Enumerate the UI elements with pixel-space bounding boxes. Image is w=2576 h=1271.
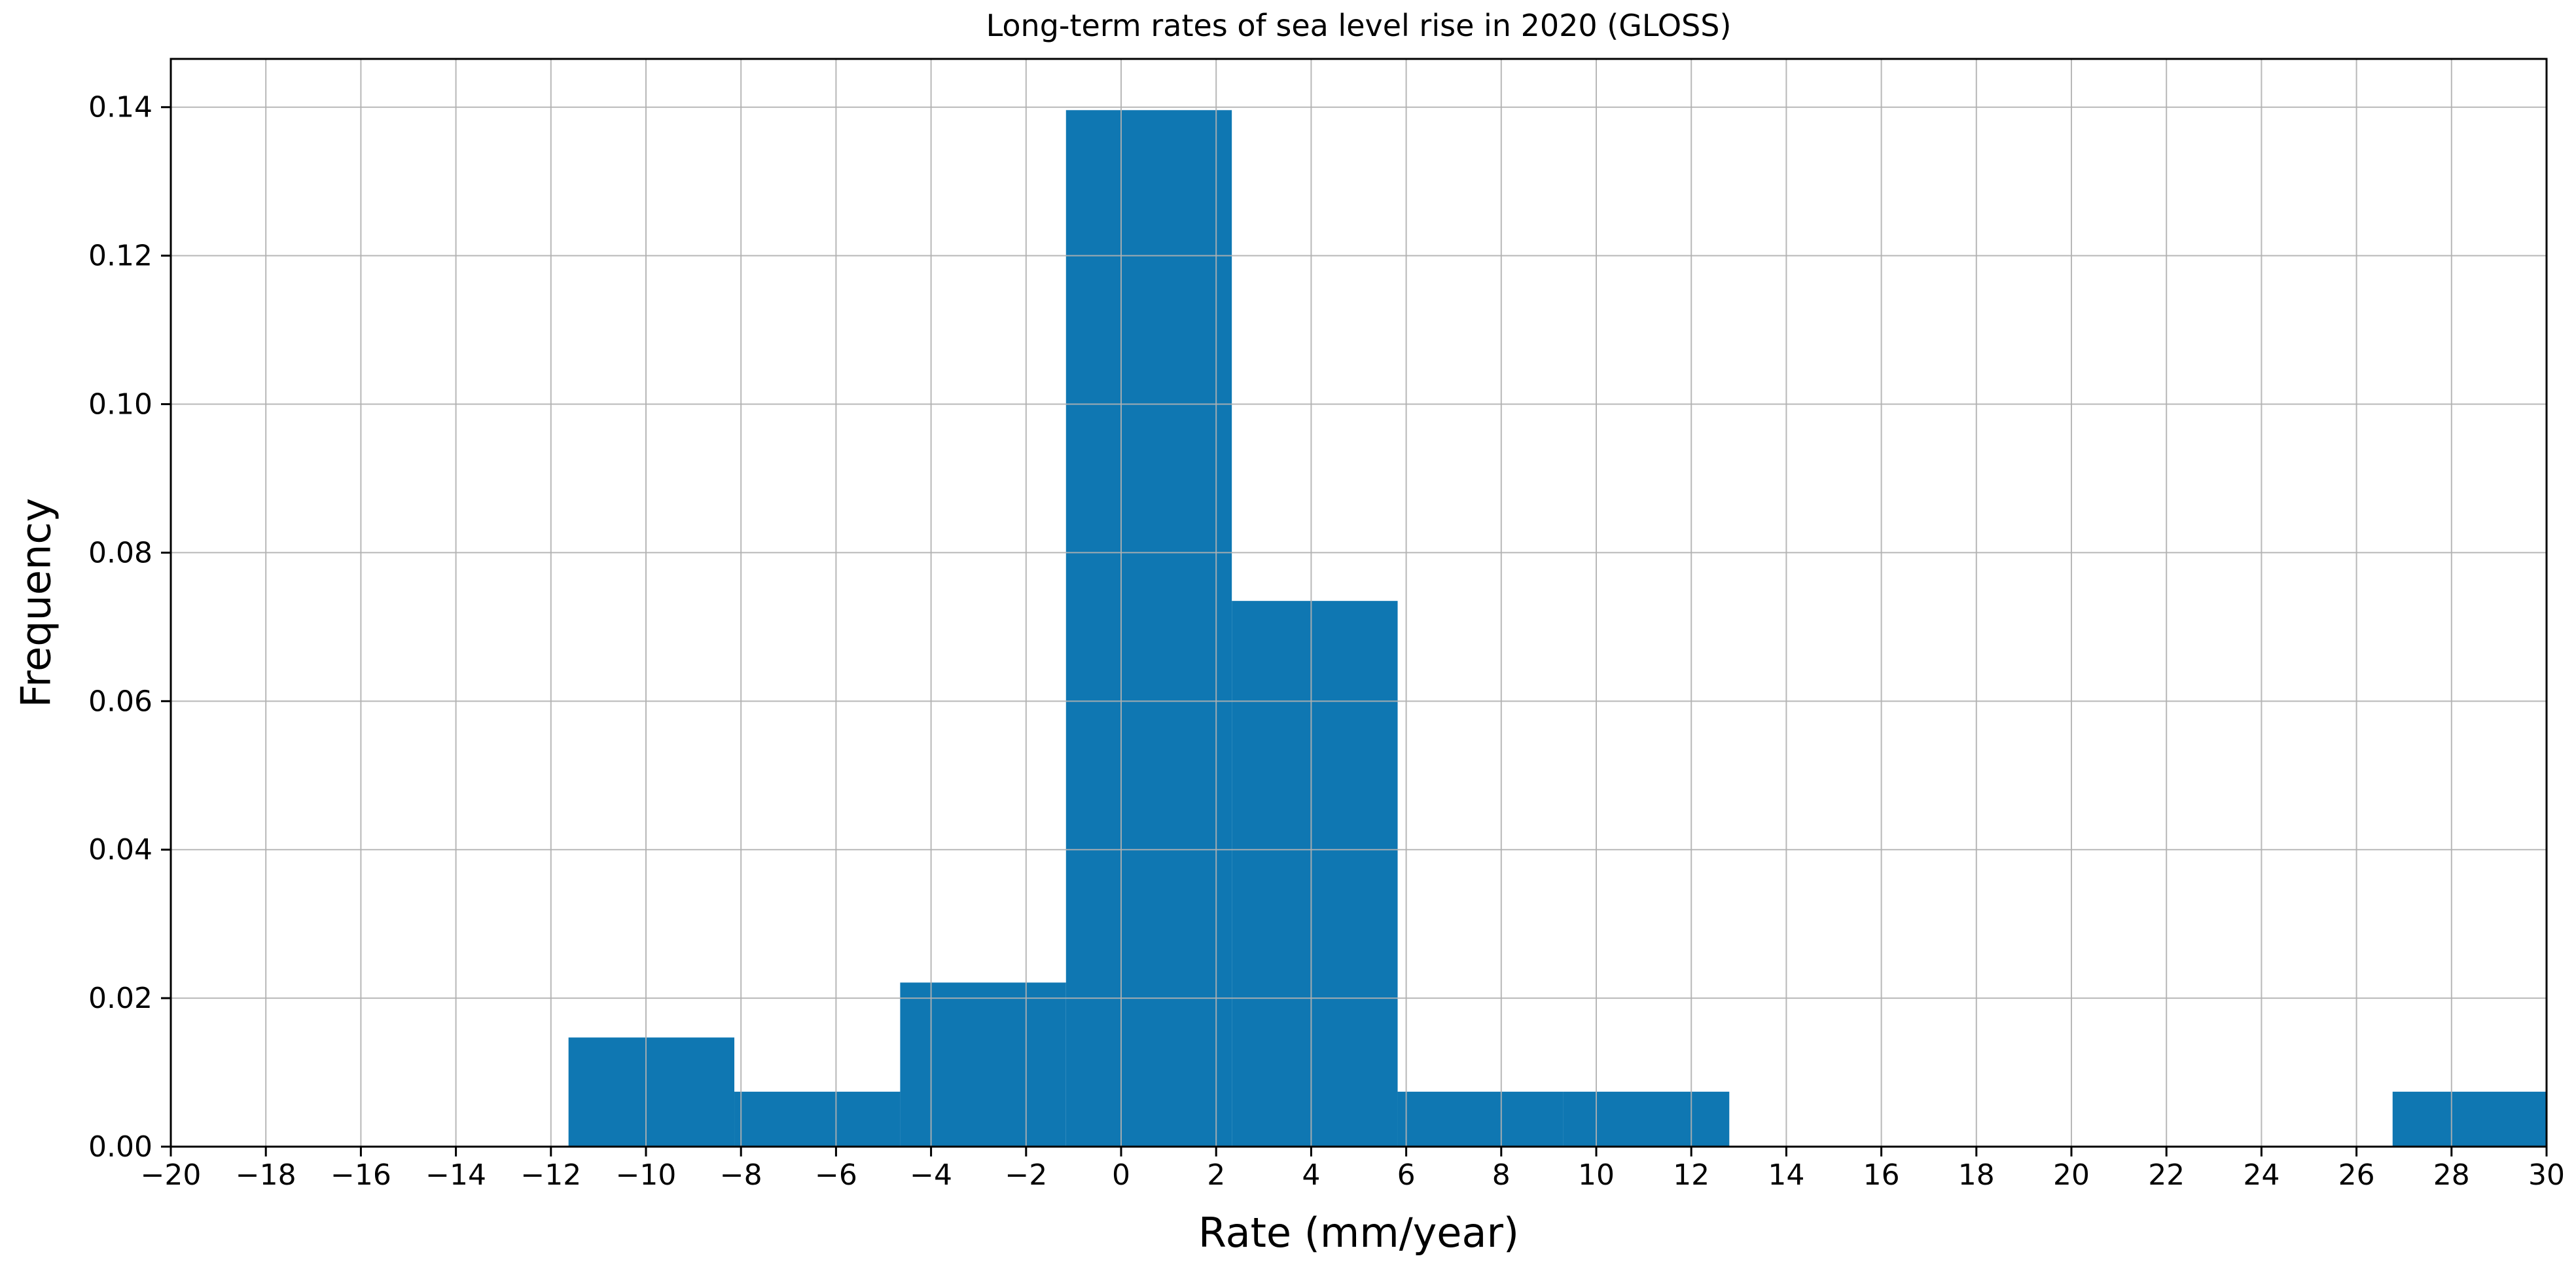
x-tick-label: 26	[2338, 1158, 2375, 1192]
x-tick-label: 22	[2148, 1158, 2185, 1192]
x-tick-label: 4	[1302, 1158, 1320, 1192]
x-tick-label: 20	[2053, 1158, 2090, 1192]
x-tick-label: 18	[1958, 1158, 1995, 1192]
x-tick-label: 12	[1673, 1158, 1709, 1192]
x-tick-label: −16	[331, 1158, 391, 1192]
histogram-bar	[734, 1092, 901, 1147]
y-axis-label: Frequency	[12, 497, 60, 708]
x-tick-label: 28	[2433, 1158, 2470, 1192]
x-tick-label: 24	[2243, 1158, 2280, 1192]
x-tick-label: 30	[2528, 1158, 2565, 1192]
x-tick-label: 6	[1397, 1158, 1416, 1192]
x-axis-label: Rate (mm/year)	[1198, 1209, 1520, 1257]
chart-title: Long-term rates of sea level rise in 202…	[986, 8, 1732, 43]
x-tick-label: 14	[1768, 1158, 1804, 1192]
x-tick-label: −14	[425, 1158, 486, 1192]
histogram-bar	[1397, 1092, 1564, 1147]
y-tick-label: 0.08	[88, 536, 152, 569]
y-tick-label: 0.12	[88, 240, 152, 273]
x-tick-label: 8	[1492, 1158, 1511, 1192]
x-tick-label: −20	[141, 1158, 202, 1192]
histogram-bar	[900, 982, 1066, 1147]
histogram-bar	[2392, 1092, 2547, 1147]
y-tick-label: 0.02	[88, 982, 152, 1015]
y-tick-label: 0.00	[88, 1130, 152, 1164]
x-tick-label: −6	[815, 1158, 857, 1192]
x-tick-label: 0	[1112, 1158, 1130, 1192]
histogram-bar	[1232, 601, 1398, 1147]
y-tick-label: 0.04	[88, 833, 152, 867]
y-tick-label: 0.10	[88, 388, 152, 421]
y-tick-label: 0.06	[88, 685, 152, 718]
histogram-bar	[1563, 1092, 1730, 1147]
y-tick-label: 0.14	[88, 91, 152, 124]
histogram-bar	[568, 1037, 735, 1147]
x-tick-label: −2	[1005, 1158, 1047, 1192]
x-tick-label: 16	[1863, 1158, 1900, 1192]
x-tick-label: −4	[910, 1158, 952, 1192]
x-tick-label: −12	[520, 1158, 581, 1192]
x-tick-label: −18	[236, 1158, 296, 1192]
x-tick-label: −8	[720, 1158, 762, 1192]
histogram-bar	[1065, 110, 1232, 1147]
x-tick-label: −10	[616, 1158, 677, 1192]
x-tick-label: 2	[1207, 1158, 1225, 1192]
axes-spines	[170, 58, 2548, 1148]
x-tick-label: 10	[1578, 1158, 1615, 1192]
